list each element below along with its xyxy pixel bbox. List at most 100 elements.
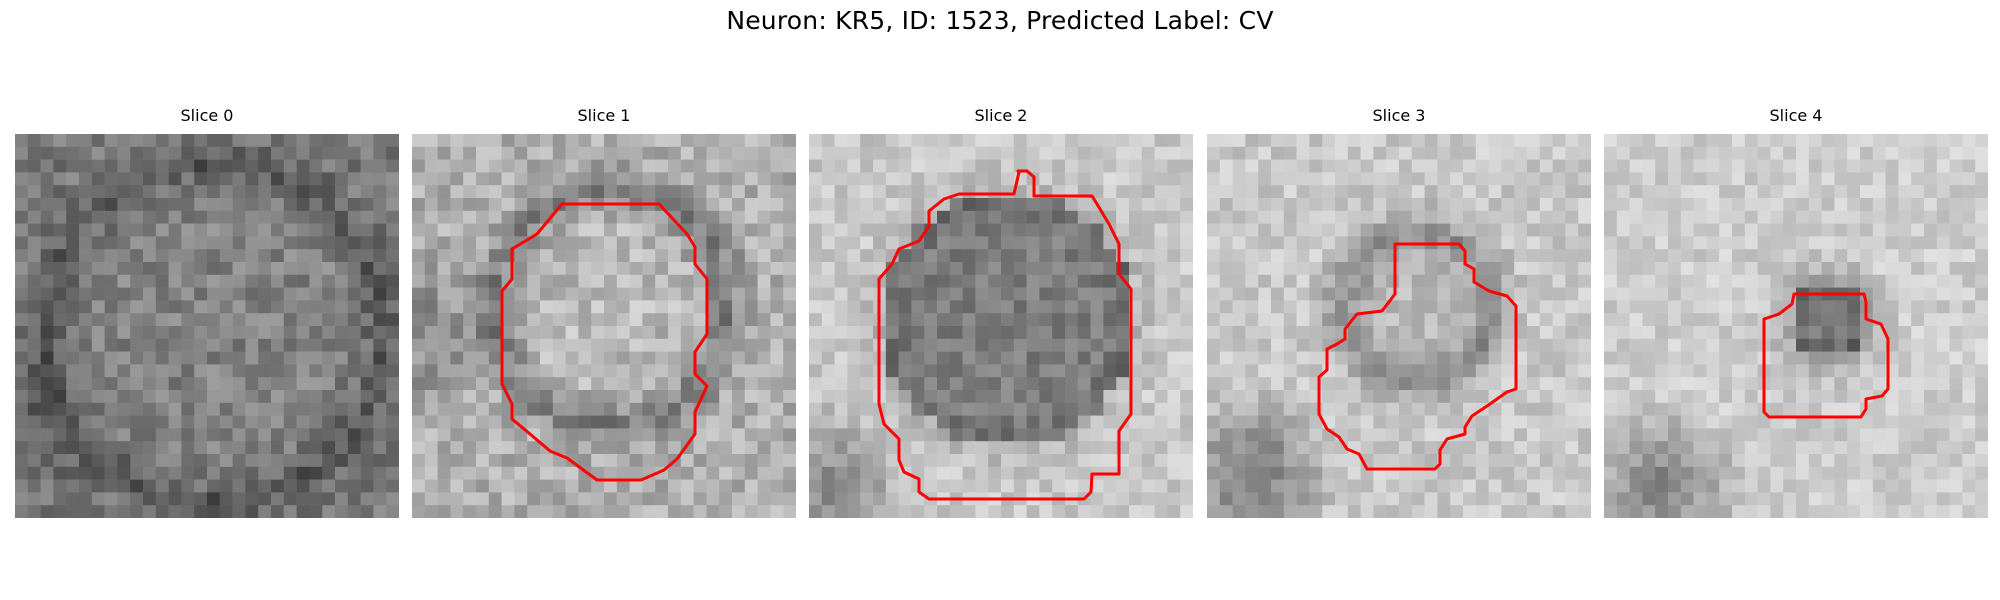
image-pixel (194, 223, 208, 237)
image-pixel (143, 390, 157, 404)
image-pixel (1655, 402, 1669, 416)
image-pixel (1539, 210, 1553, 224)
image-pixel (1693, 326, 1707, 340)
image-pixel (1322, 441, 1336, 455)
image-pixel (834, 185, 848, 199)
image-pixel (616, 454, 630, 468)
image-pixel (1885, 454, 1899, 468)
image-pixel (1154, 505, 1168, 518)
image-pixel (1141, 236, 1155, 250)
image-pixel (1347, 415, 1361, 429)
image-pixel (360, 454, 374, 468)
image-pixel (1450, 338, 1464, 352)
image-pixel (1167, 492, 1181, 506)
image-pixel (450, 415, 464, 429)
image-pixel (296, 364, 310, 378)
image-pixel (783, 402, 796, 416)
image-pixel (296, 377, 310, 391)
image-pixel (552, 223, 566, 237)
image-pixel (1219, 198, 1233, 212)
image-pixel (360, 236, 374, 250)
image-pixel (1052, 326, 1066, 340)
image-pixel (194, 454, 208, 468)
image-pixel (1796, 390, 1810, 404)
image-pixel (1450, 223, 1464, 237)
image-pixel (143, 402, 157, 416)
image-pixel (1962, 505, 1976, 518)
image-pixel (1437, 505, 1451, 518)
image-pixel (1207, 274, 1221, 288)
image-pixel (860, 172, 874, 186)
image-pixel (219, 479, 233, 493)
image-pixel (1936, 223, 1950, 237)
image-pixel (219, 287, 233, 301)
image-pixel (1975, 210, 1988, 224)
image-pixel (975, 210, 989, 224)
image-pixel (1335, 492, 1349, 506)
image-pixel (578, 159, 592, 173)
image-pixel (668, 415, 682, 429)
image-pixel (335, 313, 349, 327)
image-pixel (1450, 505, 1464, 518)
image-pixel (412, 172, 426, 186)
image-pixel (1629, 454, 1643, 468)
image-pixel (15, 198, 29, 212)
image-pixel (1847, 326, 1861, 340)
image-pixel (1783, 454, 1797, 468)
image-pixel (1655, 415, 1669, 429)
image-pixel (1949, 441, 1963, 455)
image-pixel (373, 390, 387, 404)
image-pixel (207, 185, 221, 199)
image-pixel (1911, 146, 1925, 160)
image-pixel (1642, 185, 1656, 199)
image-pixel (1757, 172, 1771, 186)
image-pixel (1437, 377, 1451, 391)
image-pixel (1347, 198, 1361, 212)
image-pixel (501, 338, 515, 352)
image-pixel (1552, 210, 1566, 224)
image-pixel (1629, 364, 1643, 378)
image-pixel (591, 479, 605, 493)
image-pixel (937, 428, 951, 442)
image-pixel (1872, 415, 1886, 429)
image-pixel (245, 415, 259, 429)
image-pixel (552, 351, 566, 365)
image-pixel (1424, 338, 1438, 352)
image-pixel (1642, 402, 1656, 416)
image-pixel (668, 146, 682, 160)
image-pixel (1129, 185, 1143, 199)
image-pixel (476, 351, 490, 365)
image-pixel (1077, 300, 1091, 314)
image-pixel (527, 326, 541, 340)
image-pixel (1936, 492, 1950, 506)
image-pixel (885, 300, 899, 314)
image-pixel (1245, 338, 1259, 352)
image-pixel (1796, 300, 1810, 314)
image-pixel (1693, 313, 1707, 327)
image-pixel (207, 300, 221, 314)
image-pixel (873, 236, 887, 250)
image-pixel (937, 326, 951, 340)
image-pixel (1283, 441, 1297, 455)
image-pixel (1052, 134, 1066, 148)
image-pixel (194, 479, 208, 493)
image-pixel (232, 466, 246, 480)
image-pixel (1539, 262, 1553, 276)
image-pixel (719, 146, 733, 160)
image-pixel (565, 300, 579, 314)
image-pixel (488, 364, 502, 378)
image-pixel (949, 479, 963, 493)
image-pixel (770, 134, 784, 148)
image-pixel (335, 223, 349, 237)
image-pixel (181, 390, 195, 404)
image-pixel (232, 134, 246, 148)
image-pixel (604, 466, 618, 480)
image-pixel (552, 441, 566, 455)
image-pixel (770, 364, 784, 378)
image-pixel (1898, 146, 1912, 160)
image-pixel (1514, 198, 1528, 212)
image-pixel (1719, 390, 1733, 404)
image-pixel (1616, 134, 1630, 148)
image-pixel (168, 338, 182, 352)
image-pixel (847, 454, 861, 468)
